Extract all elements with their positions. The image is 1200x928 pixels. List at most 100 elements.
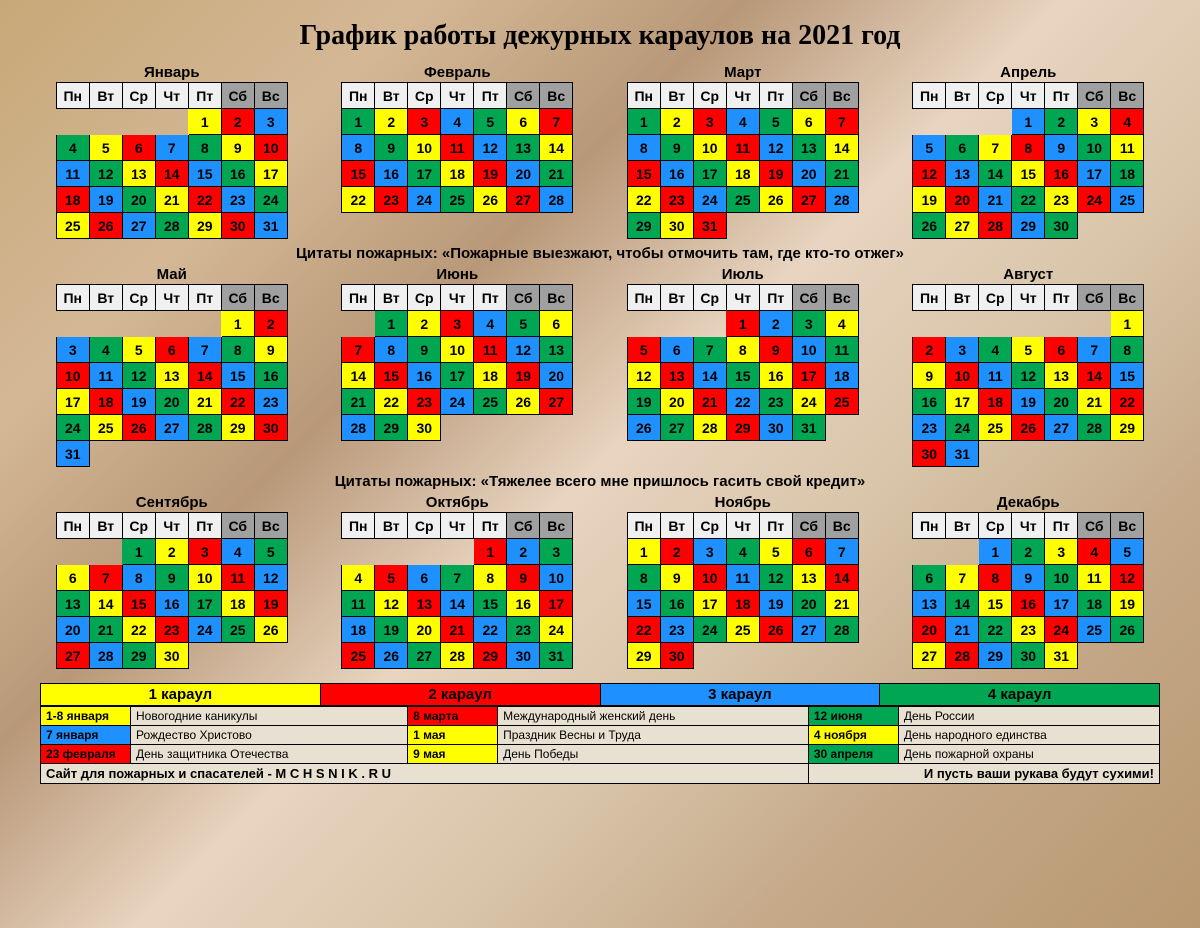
day-cell: 4 xyxy=(221,539,254,565)
day-cell: 26 xyxy=(89,213,122,239)
day-cell: 11 xyxy=(726,565,759,591)
day-cell: 30 xyxy=(759,415,792,441)
weekday-header: Пн xyxy=(913,513,946,539)
day-cell: 25 xyxy=(1078,617,1111,643)
day-cell: 4 xyxy=(56,135,89,161)
weekday-header: Вт xyxy=(375,285,408,311)
day-cell: 28 xyxy=(441,643,474,669)
day-cell: 26 xyxy=(627,415,660,441)
day-cell: 2 xyxy=(507,539,540,565)
day-cell: 16 xyxy=(913,389,946,415)
day-cell: 21 xyxy=(342,389,375,415)
day-cell: 7 xyxy=(540,109,573,135)
day-cell: 6 xyxy=(660,337,693,363)
weekday-header: Чт xyxy=(1012,83,1045,109)
day-cell: 26 xyxy=(254,617,287,643)
day-cell: 19 xyxy=(1012,389,1045,415)
day-cell: 7 xyxy=(825,109,858,135)
weekday-header: Вт xyxy=(375,83,408,109)
day-cell: 28 xyxy=(89,643,122,669)
day-cell: 12 xyxy=(759,565,792,591)
day-cell: 10 xyxy=(56,363,89,389)
day-cell: 23 xyxy=(660,187,693,213)
weekday-header: Пт xyxy=(474,83,507,109)
weekday-header: Пт xyxy=(188,285,221,311)
day-cell: 19 xyxy=(474,161,507,187)
day-cell: 11 xyxy=(56,161,89,187)
day-cell: 1 xyxy=(627,109,660,135)
day-cell: 15 xyxy=(1012,161,1045,187)
month-title: Март xyxy=(627,64,859,81)
weekday-header: Пн xyxy=(342,285,375,311)
weekday-header: Пн xyxy=(913,83,946,109)
day-cell: 11 xyxy=(1111,135,1144,161)
day-cell: 28 xyxy=(342,415,375,441)
day-cell: 10 xyxy=(540,565,573,591)
day-cell: 18 xyxy=(342,617,375,643)
month-Июль: ИюльПнВтСрЧтПтСбВс1234567891011121314151… xyxy=(627,266,859,467)
day-cell: 10 xyxy=(693,135,726,161)
holiday-date: 4 ноября xyxy=(808,726,898,745)
day-cell: 3 xyxy=(540,539,573,565)
day-cell: 17 xyxy=(946,389,979,415)
day-cell: 22 xyxy=(726,389,759,415)
day-cell: 22 xyxy=(627,617,660,643)
weekday-header: Сб xyxy=(221,513,254,539)
month-title: Ноябрь xyxy=(627,494,859,511)
day-cell: 29 xyxy=(627,213,660,239)
day-cell: 27 xyxy=(660,415,693,441)
weekday-header: Вт xyxy=(89,513,122,539)
day-cell: 7 xyxy=(89,565,122,591)
day-cell: 24 xyxy=(1045,617,1078,643)
weekday-header: Пн xyxy=(913,285,946,311)
weekday-header: Вс xyxy=(825,285,858,311)
day-cell: 10 xyxy=(792,337,825,363)
weekday-header: Сб xyxy=(507,513,540,539)
day-cell: 11 xyxy=(1078,565,1111,591)
weekday-header: Пт xyxy=(188,83,221,109)
day-cell: 12 xyxy=(375,591,408,617)
day-cell: 4 xyxy=(474,311,507,337)
day-cell: 23 xyxy=(1012,617,1045,643)
day-cell: 10 xyxy=(408,135,441,161)
month-Ноябрь: НоябрьПнВтСрЧтПтСбВс12345678910111213141… xyxy=(627,494,859,669)
weekday-header: Сб xyxy=(507,83,540,109)
day-cell: 28 xyxy=(540,187,573,213)
day-cell: 13 xyxy=(792,565,825,591)
weekday-header: Вт xyxy=(89,285,122,311)
day-cell: 12 xyxy=(89,161,122,187)
footer-left: Сайт для пожарных и спасателей - M C H S… xyxy=(41,764,809,784)
day-cell: 18 xyxy=(221,591,254,617)
day-cell: 14 xyxy=(188,363,221,389)
day-cell: 6 xyxy=(408,565,441,591)
day-cell: 22 xyxy=(1012,187,1045,213)
day-cell: 4 xyxy=(441,109,474,135)
day-cell: 14 xyxy=(540,135,573,161)
weekday-header: Сб xyxy=(792,285,825,311)
weekday-header: Пн xyxy=(342,513,375,539)
day-cell: 2 xyxy=(155,539,188,565)
day-cell: 29 xyxy=(979,643,1012,669)
day-cell: 25 xyxy=(89,415,122,441)
day-cell: 31 xyxy=(56,441,89,467)
day-cell: 11 xyxy=(89,363,122,389)
day-cell: 16 xyxy=(375,161,408,187)
day-cell: 18 xyxy=(474,363,507,389)
day-cell: 12 xyxy=(474,135,507,161)
day-cell: 20 xyxy=(660,389,693,415)
weekday-header: Сб xyxy=(221,285,254,311)
weekday-header: Ср xyxy=(122,83,155,109)
weekday-header: Чт xyxy=(441,83,474,109)
day-cell: 9 xyxy=(660,565,693,591)
weekday-header: Сб xyxy=(1078,83,1111,109)
weekday-header: Вт xyxy=(660,285,693,311)
day-cell: 23 xyxy=(408,389,441,415)
day-cell: 8 xyxy=(726,337,759,363)
weekday-header: Чт xyxy=(1012,285,1045,311)
day-cell: 15 xyxy=(342,161,375,187)
day-cell: 25 xyxy=(474,389,507,415)
month-Март: МартПнВтСрЧтПтСбВс1234567891011121314151… xyxy=(627,64,859,239)
holiday-desc: Новогодние каникулы xyxy=(131,707,408,726)
weekday-header: Вс xyxy=(1111,513,1144,539)
weekday-header: Пн xyxy=(56,83,89,109)
